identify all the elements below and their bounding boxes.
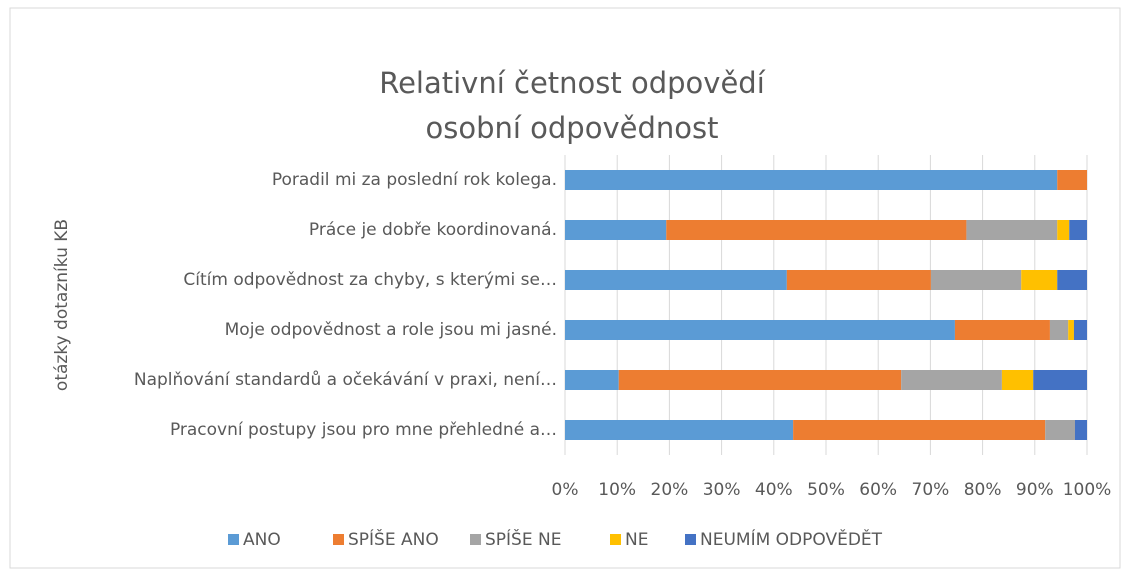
legend-label: SPÍŠE ANO (348, 528, 439, 550)
x-tick-label: 30% (703, 480, 741, 500)
bar-segment (565, 220, 667, 240)
x-tick-label: 10% (598, 480, 636, 500)
bar-segment (1049, 320, 1069, 340)
bar-segment (1069, 220, 1087, 240)
bar-segment (1057, 170, 1087, 190)
legend-label: NEUMÍM ODPOVĚDĚT (700, 528, 883, 550)
x-tick-label: 70% (912, 480, 950, 500)
bar-segment (666, 220, 967, 240)
x-tick-label: 20% (651, 480, 689, 500)
legend-swatch (685, 534, 696, 545)
y-tick-label: Pracovní postupy jsou pro mne přehledné … (170, 420, 557, 440)
bar-segment (618, 370, 902, 390)
legend-label: ANO (243, 530, 281, 550)
bar-segment (930, 270, 1022, 290)
y-tick-label: Cítím odpovědnost za chyby, s kterými se… (183, 270, 557, 290)
legend-swatch (333, 534, 344, 545)
legend-swatch (470, 534, 481, 545)
bar-segment (786, 270, 931, 290)
bar-segment (1074, 420, 1087, 440)
bar-segment (1057, 220, 1070, 240)
legend-swatch (610, 534, 621, 545)
x-tick-label: 60% (859, 480, 897, 500)
bar-segment (1073, 320, 1087, 340)
bar-segment (565, 170, 1058, 190)
bar-segment (1021, 270, 1058, 290)
y-tick-label: Poradil mi za poslední rok kolega. (272, 170, 557, 190)
x-tick-label: 50% (807, 480, 845, 500)
x-tick-label: 0% (552, 480, 579, 500)
bar-segment (565, 270, 787, 290)
x-tick-label: 80% (964, 480, 1002, 500)
x-tick-label: 100% (1063, 480, 1112, 500)
x-tick-label: 90% (1016, 480, 1054, 500)
y-tick-label: Moje odpovědnost a role jsou mi jasné. (225, 320, 557, 340)
bar-segment (1057, 270, 1087, 290)
bar-segment (565, 420, 794, 440)
y-tick-label: Práce je dobře koordinovaná. (309, 220, 557, 240)
bar-segment (1001, 370, 1034, 390)
legend-label: SPÍŠE NE (485, 528, 561, 550)
bar-segment (793, 420, 1046, 440)
bar-segment (1033, 370, 1087, 390)
legend-label: NE (625, 530, 648, 550)
bar-segment (966, 220, 1058, 240)
bar-segment (901, 370, 1002, 390)
y-axis-title: otázky dotazníku KB (52, 219, 72, 391)
bar-segment (1068, 320, 1074, 340)
bar-segment (565, 370, 619, 390)
y-tick-label: Naplňování standardů a očekávání v praxi… (134, 370, 557, 390)
legend-swatch (228, 534, 239, 545)
bar-segment (1045, 420, 1075, 440)
x-tick-label: 40% (755, 480, 793, 500)
bar-segment (954, 320, 1050, 340)
chart-title: Relativní četnost odpovědí (379, 66, 765, 100)
chart-title: osobní odpovědnost (426, 111, 719, 145)
bar-segment (565, 320, 955, 340)
